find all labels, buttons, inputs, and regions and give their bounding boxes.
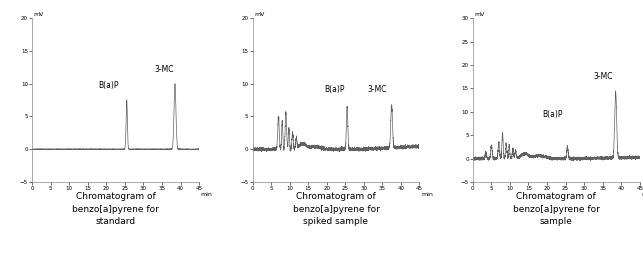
Text: min: min [642,192,643,197]
Text: Chromatogram of
benzo[a]pyrene for
spiked sample: Chromatogram of benzo[a]pyrene for spike… [293,192,379,226]
Text: mV: mV [254,11,264,17]
Text: mV: mV [475,11,485,17]
Text: min: min [201,192,213,197]
Text: B(a)P: B(a)P [98,81,118,90]
Text: B(a)P: B(a)P [542,110,563,119]
Text: 3-MC: 3-MC [154,65,174,74]
Text: mV: mV [34,11,44,17]
Text: B(a)P: B(a)P [324,84,345,94]
Text: Chromatogram of
benzo[a]pyrene for
standard: Chromatogram of benzo[a]pyrene for stand… [72,192,159,226]
Text: Chromatogram of
benzo[a]pyrene for
sample: Chromatogram of benzo[a]pyrene for sampl… [513,192,600,226]
Text: min: min [421,192,433,197]
Text: 3-MC: 3-MC [593,72,612,81]
Text: 3-MC: 3-MC [367,84,386,94]
